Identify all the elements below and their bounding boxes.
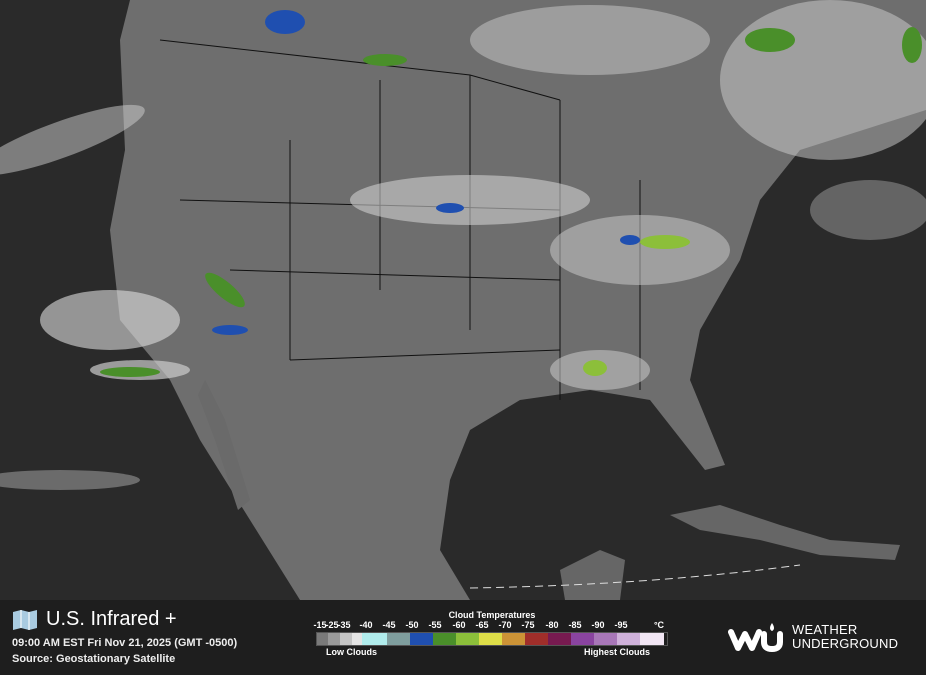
color-swatch [571,633,594,645]
color-swatch [617,633,640,645]
legend-tick: -80 [545,620,559,630]
color-swatch [387,633,410,645]
color-swatch [640,633,664,645]
color-swatch [456,633,479,645]
wu-logo-icon [728,623,783,652]
baja-california [198,380,250,510]
color-swatch [525,633,548,645]
legend-tick: -50 [405,620,419,630]
dashed-boundary [469,564,801,589]
color-swatch [317,633,328,645]
layer-title[interactable]: U.S. Infrared + [46,608,177,630]
color-swatch [433,633,456,645]
legend-tick: -95 [614,620,628,630]
highest-clouds-label: Highest Clouds [583,647,650,657]
legend-tick: -15 [313,620,327,630]
timestamp: 09:00 AM EST Fri Nov 21, 2025 (GMT -0500… [12,637,238,649]
legend-tick: -70 [498,620,512,630]
data-source: Source: Geostationary Satellite [12,653,176,665]
color-swatch [479,633,502,645]
color-swatch [362,633,387,645]
legend-tick: -75 [521,620,535,630]
legend-ticks: -15 -25 -35 -40 -45 -50 -55 -60 -65 -70 -75 -80 -85-… [313,620,668,632]
color-swatch [548,633,571,645]
info-footer: U.S. Infrared + 09:00 AM EST Fri Nov 21,… [0,600,926,675]
brand-line-2: UNDERGROUND [792,636,899,651]
color-swatch [594,633,617,645]
brand-line-1: WEATHER [792,622,858,637]
north-america-landmass [110,0,926,600]
legend-tick: -60 [452,620,466,630]
legend-tick: -45 [382,620,396,630]
unit-label: °C [653,620,665,630]
map-icon [13,609,37,630]
satellite-map[interactable] [0,0,926,600]
color-swatch [502,633,525,645]
cloud-temperature-legend: Cloud Temperatures -15 -25 -35 -40 -45 -50 -55… [313,610,668,658]
legend-tick: -25 [325,620,339,630]
color-swatch [352,633,362,645]
color-swatch [410,633,433,645]
legend-tick: -55 [428,620,442,630]
low-clouds-label: Low Clouds [326,647,377,657]
color-swatch [328,633,340,645]
color-swatch [340,633,352,645]
legend-tick: -90 [591,620,605,630]
legend-tick: -85 [568,620,582,630]
cloud-cover [0,0,926,490]
yucatan [560,550,625,600]
legend-title: Cloud Temperatures [448,610,536,620]
color-scale-bar [316,632,668,646]
cuba [670,505,900,560]
legend-tick: -65 [475,620,489,630]
legend-tick: -35 [337,620,351,630]
weather-underground-logo[interactable]: WEATHER UNDERGROUND [728,622,898,652]
legend-tick: -40 [359,620,373,630]
